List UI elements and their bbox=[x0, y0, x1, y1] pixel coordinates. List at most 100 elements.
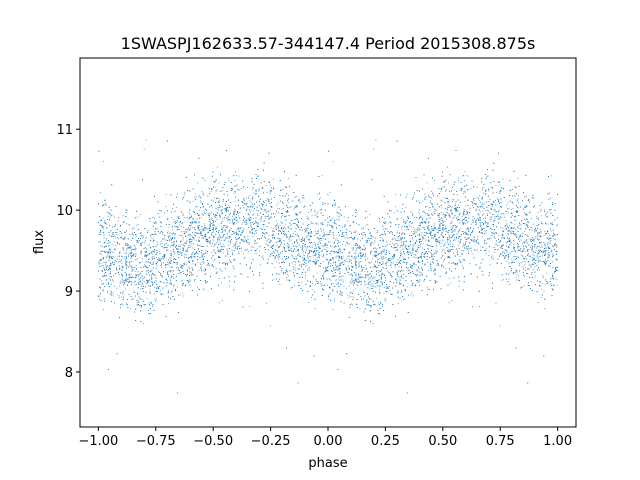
data-point bbox=[247, 242, 248, 244]
data-point bbox=[246, 208, 248, 210]
data-point bbox=[413, 233, 415, 235]
data-point bbox=[198, 270, 200, 272]
data-point bbox=[323, 235, 325, 237]
data-point bbox=[351, 265, 352, 267]
data-point bbox=[526, 214, 528, 216]
data-point bbox=[272, 178, 274, 180]
data-point bbox=[282, 215, 284, 217]
data-point bbox=[479, 268, 481, 270]
data-point bbox=[209, 242, 211, 243]
data-point bbox=[213, 181, 215, 183]
data-point bbox=[524, 269, 526, 271]
data-point bbox=[155, 298, 157, 300]
data-point bbox=[164, 256, 166, 258]
data-point bbox=[271, 234, 273, 236]
data-point bbox=[418, 217, 420, 218]
data-point bbox=[512, 202, 514, 204]
data-point bbox=[186, 241, 188, 242]
data-point bbox=[219, 242, 221, 244]
data-point bbox=[365, 240, 367, 241]
data-point bbox=[190, 225, 191, 227]
data-point bbox=[105, 202, 107, 204]
data-point bbox=[372, 323, 374, 324]
data-point bbox=[399, 246, 401, 248]
data-point bbox=[343, 216, 345, 218]
data-point bbox=[162, 232, 164, 234]
data-point bbox=[457, 245, 459, 246]
data-point bbox=[548, 240, 550, 242]
data-point bbox=[332, 289, 334, 290]
data-point bbox=[542, 252, 544, 254]
data-point bbox=[342, 256, 344, 258]
data-point bbox=[166, 282, 168, 284]
data-point bbox=[342, 232, 344, 233]
data-point bbox=[213, 260, 215, 262]
data-point bbox=[378, 258, 380, 260]
data-point bbox=[170, 245, 172, 247]
data-point bbox=[413, 194, 415, 196]
data-point bbox=[459, 241, 461, 243]
data-point bbox=[478, 218, 480, 220]
data-point bbox=[468, 175, 470, 177]
data-point bbox=[355, 263, 356, 265]
data-point bbox=[351, 303, 353, 305]
data-point bbox=[303, 239, 305, 241]
data-point bbox=[472, 202, 474, 204]
data-point bbox=[467, 250, 469, 252]
data-point bbox=[397, 303, 399, 305]
data-point bbox=[225, 255, 227, 257]
data-point bbox=[126, 266, 127, 268]
data-point bbox=[508, 256, 509, 258]
data-point bbox=[323, 289, 325, 291]
data-point bbox=[478, 197, 479, 199]
data-point bbox=[289, 223, 291, 224]
data-point bbox=[353, 257, 355, 259]
data-point bbox=[314, 244, 316, 246]
data-point bbox=[533, 240, 535, 242]
data-point bbox=[445, 215, 447, 216]
data-point bbox=[200, 200, 202, 202]
data-point bbox=[306, 215, 308, 217]
data-point bbox=[369, 283, 370, 285]
data-point bbox=[480, 246, 482, 248]
data-point bbox=[507, 258, 509, 260]
data-point bbox=[430, 245, 432, 247]
data-point bbox=[355, 264, 357, 266]
data-point bbox=[335, 227, 337, 229]
data-point bbox=[443, 197, 445, 199]
data-point bbox=[552, 238, 554, 239]
data-point bbox=[357, 244, 359, 245]
data-point bbox=[252, 206, 254, 207]
data-point bbox=[485, 253, 487, 254]
data-point bbox=[155, 256, 157, 258]
data-point bbox=[379, 288, 381, 290]
data-point bbox=[295, 205, 297, 207]
data-point bbox=[167, 273, 169, 274]
data-point bbox=[447, 206, 448, 208]
data-point bbox=[163, 255, 165, 256]
data-point bbox=[161, 274, 163, 276]
data-point bbox=[350, 296, 352, 298]
data-point bbox=[193, 238, 195, 240]
data-point bbox=[447, 256, 449, 257]
data-point bbox=[468, 228, 470, 229]
data-point bbox=[122, 215, 124, 217]
data-point bbox=[200, 245, 202, 247]
data-point bbox=[200, 201, 202, 203]
data-point bbox=[303, 269, 305, 270]
data-point bbox=[556, 279, 558, 281]
data-point bbox=[475, 197, 477, 199]
data-point bbox=[136, 268, 138, 269]
data-point bbox=[413, 231, 414, 232]
data-point bbox=[508, 278, 510, 280]
data-point bbox=[376, 297, 378, 299]
data-point bbox=[342, 244, 343, 246]
data-point bbox=[352, 290, 354, 292]
data-point bbox=[292, 233, 294, 234]
data-point bbox=[256, 248, 258, 250]
data-point bbox=[407, 245, 409, 247]
data-point bbox=[214, 224, 216, 226]
data-point bbox=[259, 264, 261, 266]
data-point bbox=[141, 261, 143, 263]
data-point bbox=[541, 283, 543, 285]
